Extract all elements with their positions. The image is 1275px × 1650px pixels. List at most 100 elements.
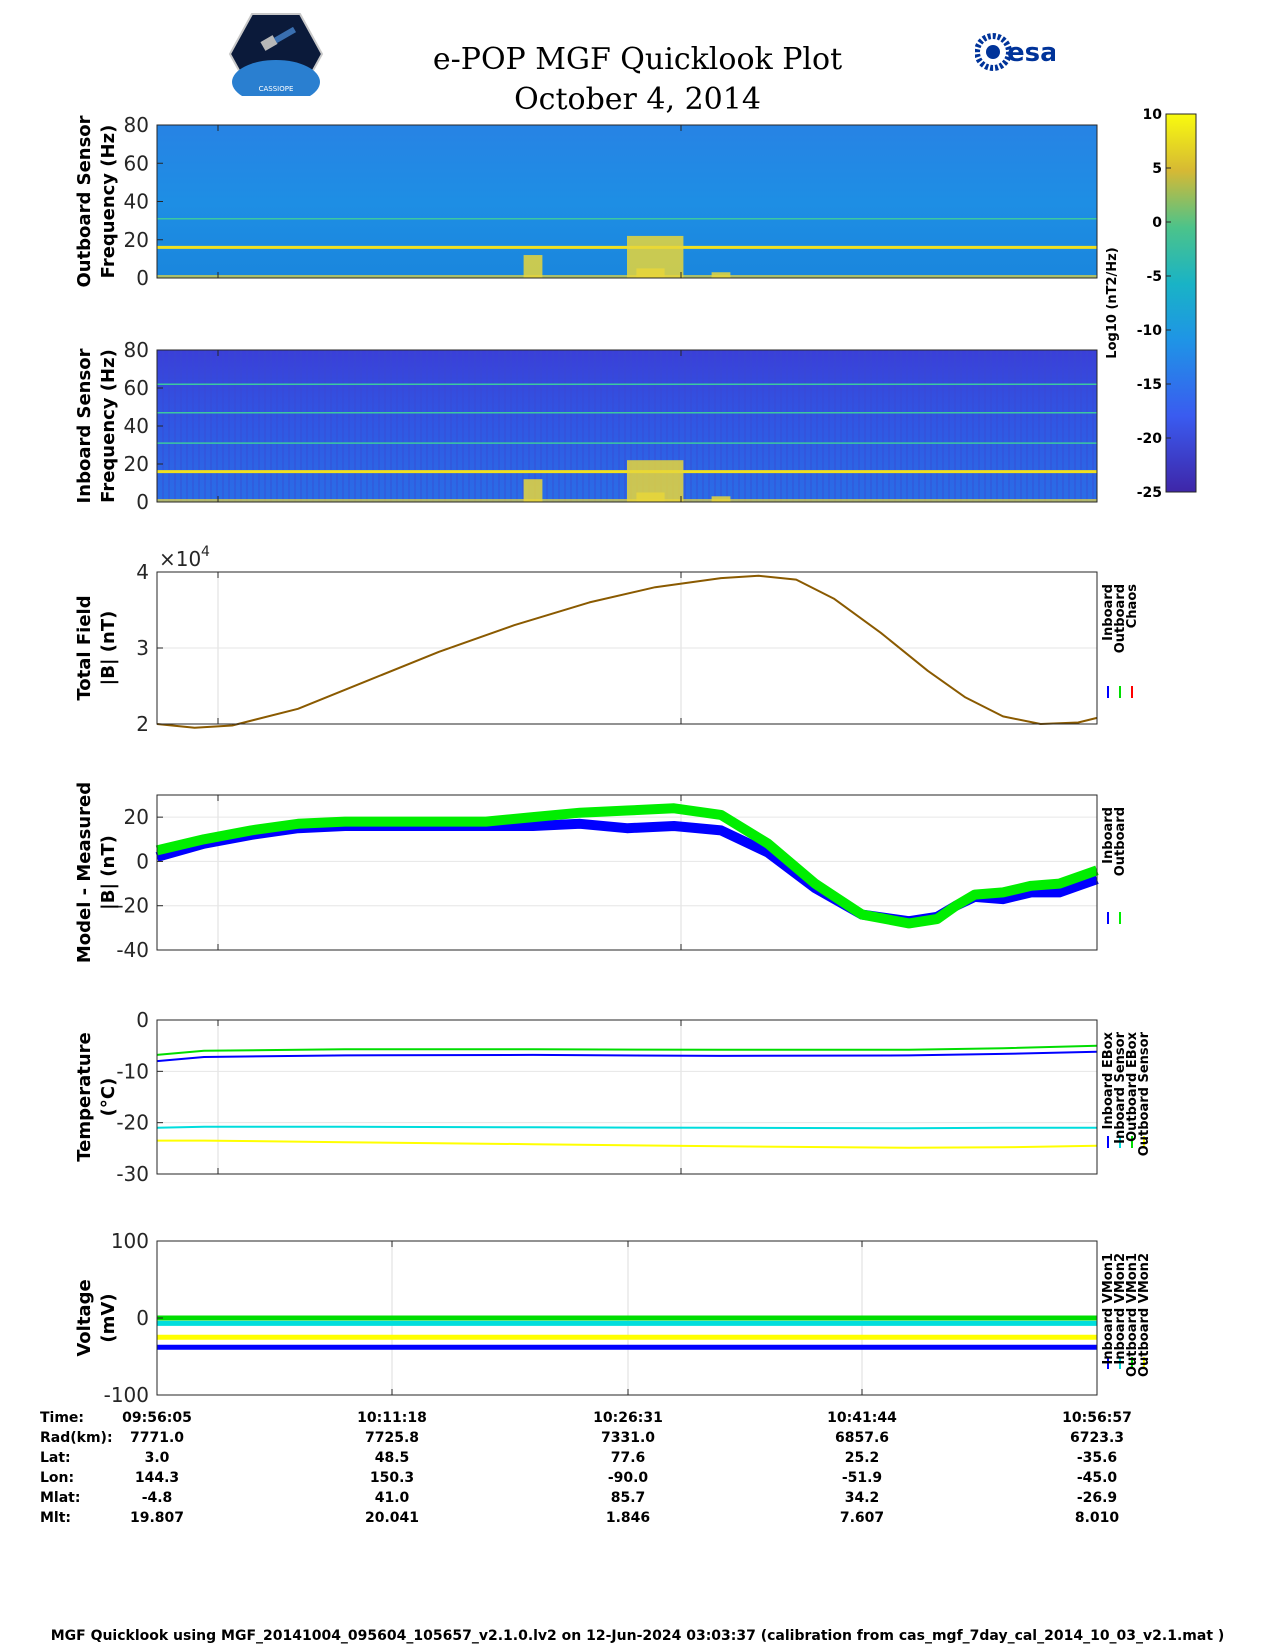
y-tick-label: 100 bbox=[111, 1229, 149, 1253]
series-line-outboard-sensor bbox=[157, 1139, 1098, 1149]
colorbar-tick-label: 0 bbox=[1152, 215, 1162, 231]
colorbar: 10 5 0 -5 -10 -15 -20 -25 Log10 (nT2/Hz) bbox=[1105, 107, 1197, 501]
table-row-label: Time: bbox=[40, 1410, 84, 1426]
y-tick-label: 2 bbox=[136, 712, 149, 736]
colorbar-tick-label: -20 bbox=[1137, 431, 1163, 447]
y-tick-label: -20 bbox=[116, 894, 149, 918]
table-cell: 7331.0 bbox=[601, 1430, 655, 1446]
esa-logo: esa bbox=[975, 33, 1055, 71]
legend-label: Outboard VMon1 bbox=[1125, 1253, 1140, 1377]
plot-date: October 4, 2014 bbox=[514, 82, 761, 117]
y-axis-label: |B| (nT) bbox=[98, 835, 119, 910]
series-line-inboard-sensor bbox=[156, 1125, 1097, 1130]
y-tick-label: 60 bbox=[124, 151, 149, 175]
table-cell: 48.5 bbox=[375, 1450, 410, 1466]
series-line-inboard-ebox bbox=[156, 1050, 1098, 1063]
y-tick-label: 20 bbox=[124, 228, 149, 252]
table-cell: 20.041 bbox=[365, 1510, 419, 1526]
legend-label: Inboard VMon2 bbox=[1113, 1253, 1128, 1365]
y-axis-label: Frequency (Hz) bbox=[98, 349, 119, 503]
table-cell: 7725.8 bbox=[365, 1430, 419, 1446]
legend-label: Outboard Sensor bbox=[1137, 1031, 1152, 1156]
y-tick-label: -40 bbox=[116, 938, 149, 962]
plot-area bbox=[157, 1020, 1097, 1174]
plot-area bbox=[157, 795, 1097, 950]
table-cell: -51.9 bbox=[842, 1470, 882, 1486]
table-cell: 3.0 bbox=[145, 1450, 170, 1466]
footer-caption: MGF Quicklook using MGF_20141004_095604_… bbox=[50, 1628, 1225, 1644]
table-row-label: Lon: bbox=[40, 1470, 74, 1486]
colorbar-tick-label: -10 bbox=[1137, 323, 1163, 339]
cassiope-logo-text: CASSIOPE bbox=[259, 85, 294, 93]
table-row-label: Lat: bbox=[40, 1450, 71, 1466]
table-row-label: Rad(km): bbox=[40, 1430, 113, 1446]
legend-label: Outboard EBox bbox=[1125, 1031, 1140, 1141]
table-cell: 19.807 bbox=[130, 1510, 184, 1526]
y-tick-label: 0 bbox=[136, 849, 149, 873]
table-cell: 1.846 bbox=[606, 1510, 650, 1526]
spectral-baseline bbox=[157, 499, 1097, 502]
table-cell: -90.0 bbox=[608, 1470, 649, 1486]
colorbar-tick-label: -15 bbox=[1137, 377, 1162, 393]
series-line-outboard bbox=[155, 803, 1099, 929]
y-tick-label: 80 bbox=[124, 113, 149, 137]
y-axis-label: Model - Measured bbox=[74, 782, 95, 963]
axis-exponent-label: ×10 bbox=[159, 547, 201, 571]
legend-label: Outboard bbox=[1113, 807, 1128, 876]
cassiope-logo: CASSIOPE bbox=[228, 13, 324, 96]
table-cell: 6857.6 bbox=[835, 1430, 889, 1446]
table-cell: 144.3 bbox=[135, 1470, 179, 1486]
axis-exponent-power: 4 bbox=[201, 544, 210, 560]
y-axis-label: (mV) bbox=[98, 1293, 119, 1342]
y-axis-label: Frequency (Hz) bbox=[98, 125, 119, 279]
colorbar-tick-label: -25 bbox=[1137, 485, 1162, 501]
y-tick-label: 3 bbox=[136, 636, 149, 660]
table-cell: 10:26:31 bbox=[593, 1410, 663, 1426]
spectral-burst bbox=[627, 235, 684, 278]
table-row-label: Mlt: bbox=[40, 1510, 71, 1526]
y-tick-label: 0 bbox=[136, 1008, 149, 1032]
legend-label: Inboard VMon1 bbox=[1101, 1253, 1116, 1365]
spectral-burst bbox=[523, 479, 543, 502]
y-tick-label: -10 bbox=[116, 1059, 149, 1083]
spectral-burst bbox=[627, 460, 684, 502]
series-line-chaos bbox=[156, 574, 1098, 729]
colorbar-tick-label: -5 bbox=[1146, 269, 1162, 285]
table-cell: -35.6 bbox=[1077, 1450, 1117, 1466]
table-cell: 41.0 bbox=[375, 1490, 410, 1506]
y-axis-label: Outboard Sensor bbox=[74, 115, 95, 287]
axes-frame bbox=[156, 1019, 1098, 1175]
colorbar-label: Log10 (nT2/Hz) bbox=[1105, 247, 1120, 358]
axes-frame bbox=[156, 794, 1098, 951]
spectral-baseline bbox=[157, 275, 1097, 278]
table-cell: 09:56:05 bbox=[122, 1410, 192, 1426]
colorbar-tick-label: 5 bbox=[1152, 161, 1162, 177]
y-tick-label: -100 bbox=[104, 1383, 149, 1407]
y-tick-label: 60 bbox=[124, 376, 149, 400]
series-line-outboard-ebox bbox=[156, 1044, 1098, 1056]
colorbar-gradient bbox=[1165, 113, 1197, 493]
y-axis-label: |B| (nT) bbox=[98, 611, 119, 686]
table-cell: 10:11:18 bbox=[357, 1410, 427, 1426]
info-table: Time: Rad(km): Lat: Lon: Mlat: Mlt: 09:56:05 77… bbox=[40, 1410, 1132, 1526]
plot-title: e-POP MGF Quicklook Plot bbox=[432, 42, 843, 77]
legend-label: Inboard EBox bbox=[1101, 1031, 1116, 1129]
table-cell: 7.607 bbox=[840, 1510, 884, 1526]
y-tick-label: -20 bbox=[116, 1111, 149, 1135]
y-axis-label: (°C) bbox=[98, 1078, 119, 1117]
colorbar-tick-label: 10 bbox=[1143, 107, 1163, 123]
table-cell: -45.0 bbox=[1077, 1470, 1118, 1486]
y-axis-label: Voltage bbox=[74, 1279, 95, 1356]
legend-label: Inboard bbox=[1101, 584, 1116, 641]
table-cell: -4.8 bbox=[142, 1490, 173, 1506]
y-tick-label: -30 bbox=[116, 1162, 149, 1186]
table-cell: 6723.3 bbox=[1070, 1430, 1124, 1446]
y-tick-label: 40 bbox=[124, 414, 149, 438]
